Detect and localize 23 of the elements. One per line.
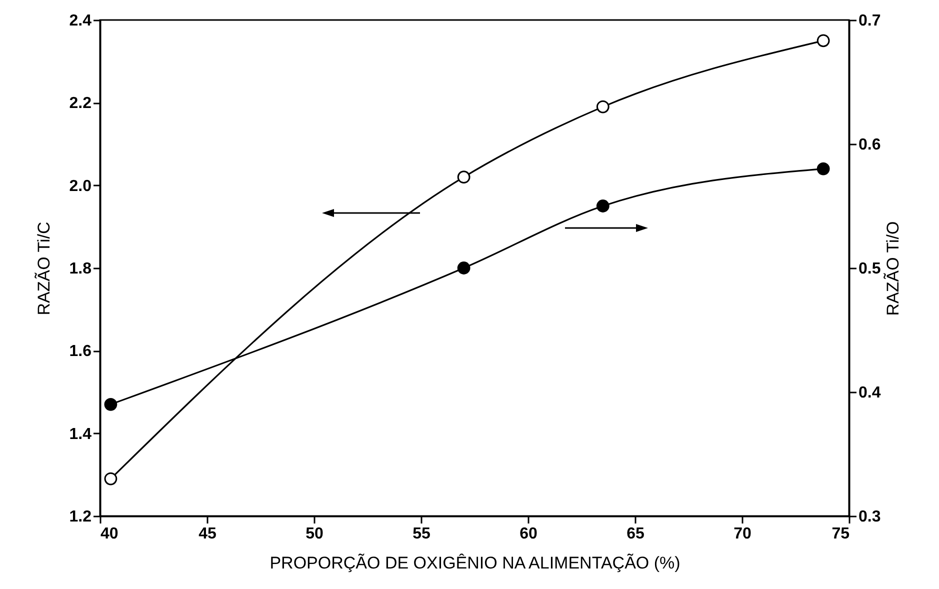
y-axis-title: RAZÃO Ti/C: [34, 222, 54, 316]
x-tick-label: 55: [412, 526, 430, 542]
x-tick-label: 60: [520, 526, 538, 542]
x-tick-label: 45: [198, 526, 216, 542]
y2-tick-label: 0.6: [858, 136, 881, 154]
x-tick-label: 65: [626, 526, 644, 542]
y2-tick-label: 0.4: [858, 384, 881, 402]
x-axis-title: PROPORÇÃO DE OXIGÊNIO NA ALIMENTAÇÃO (%): [270, 554, 680, 572]
x-tick-label: 40: [100, 526, 118, 542]
y2-tick-label: 0.5: [858, 260, 881, 278]
x-tick-label: 50: [306, 526, 324, 542]
y-tick-label: 1.8: [69, 260, 92, 278]
y-tick-label: 1.2: [69, 508, 92, 526]
y-tick-label: 2.4: [69, 12, 92, 30]
y2-tick-label: 0.7: [858, 12, 881, 30]
y2-tick-label: 0.3: [858, 508, 881, 526]
y-tick-label: 2.2: [69, 95, 92, 112]
x-tick-label: 70: [734, 526, 752, 542]
y-tick-label: 1.6: [69, 343, 92, 360]
y2-axis-title: RAZÃO Ti/O: [884, 221, 903, 316]
y-tick-label: 2.0: [69, 178, 92, 195]
x-tick-label: 75: [832, 526, 850, 542]
y-tick-label: 1.4: [69, 426, 92, 443]
